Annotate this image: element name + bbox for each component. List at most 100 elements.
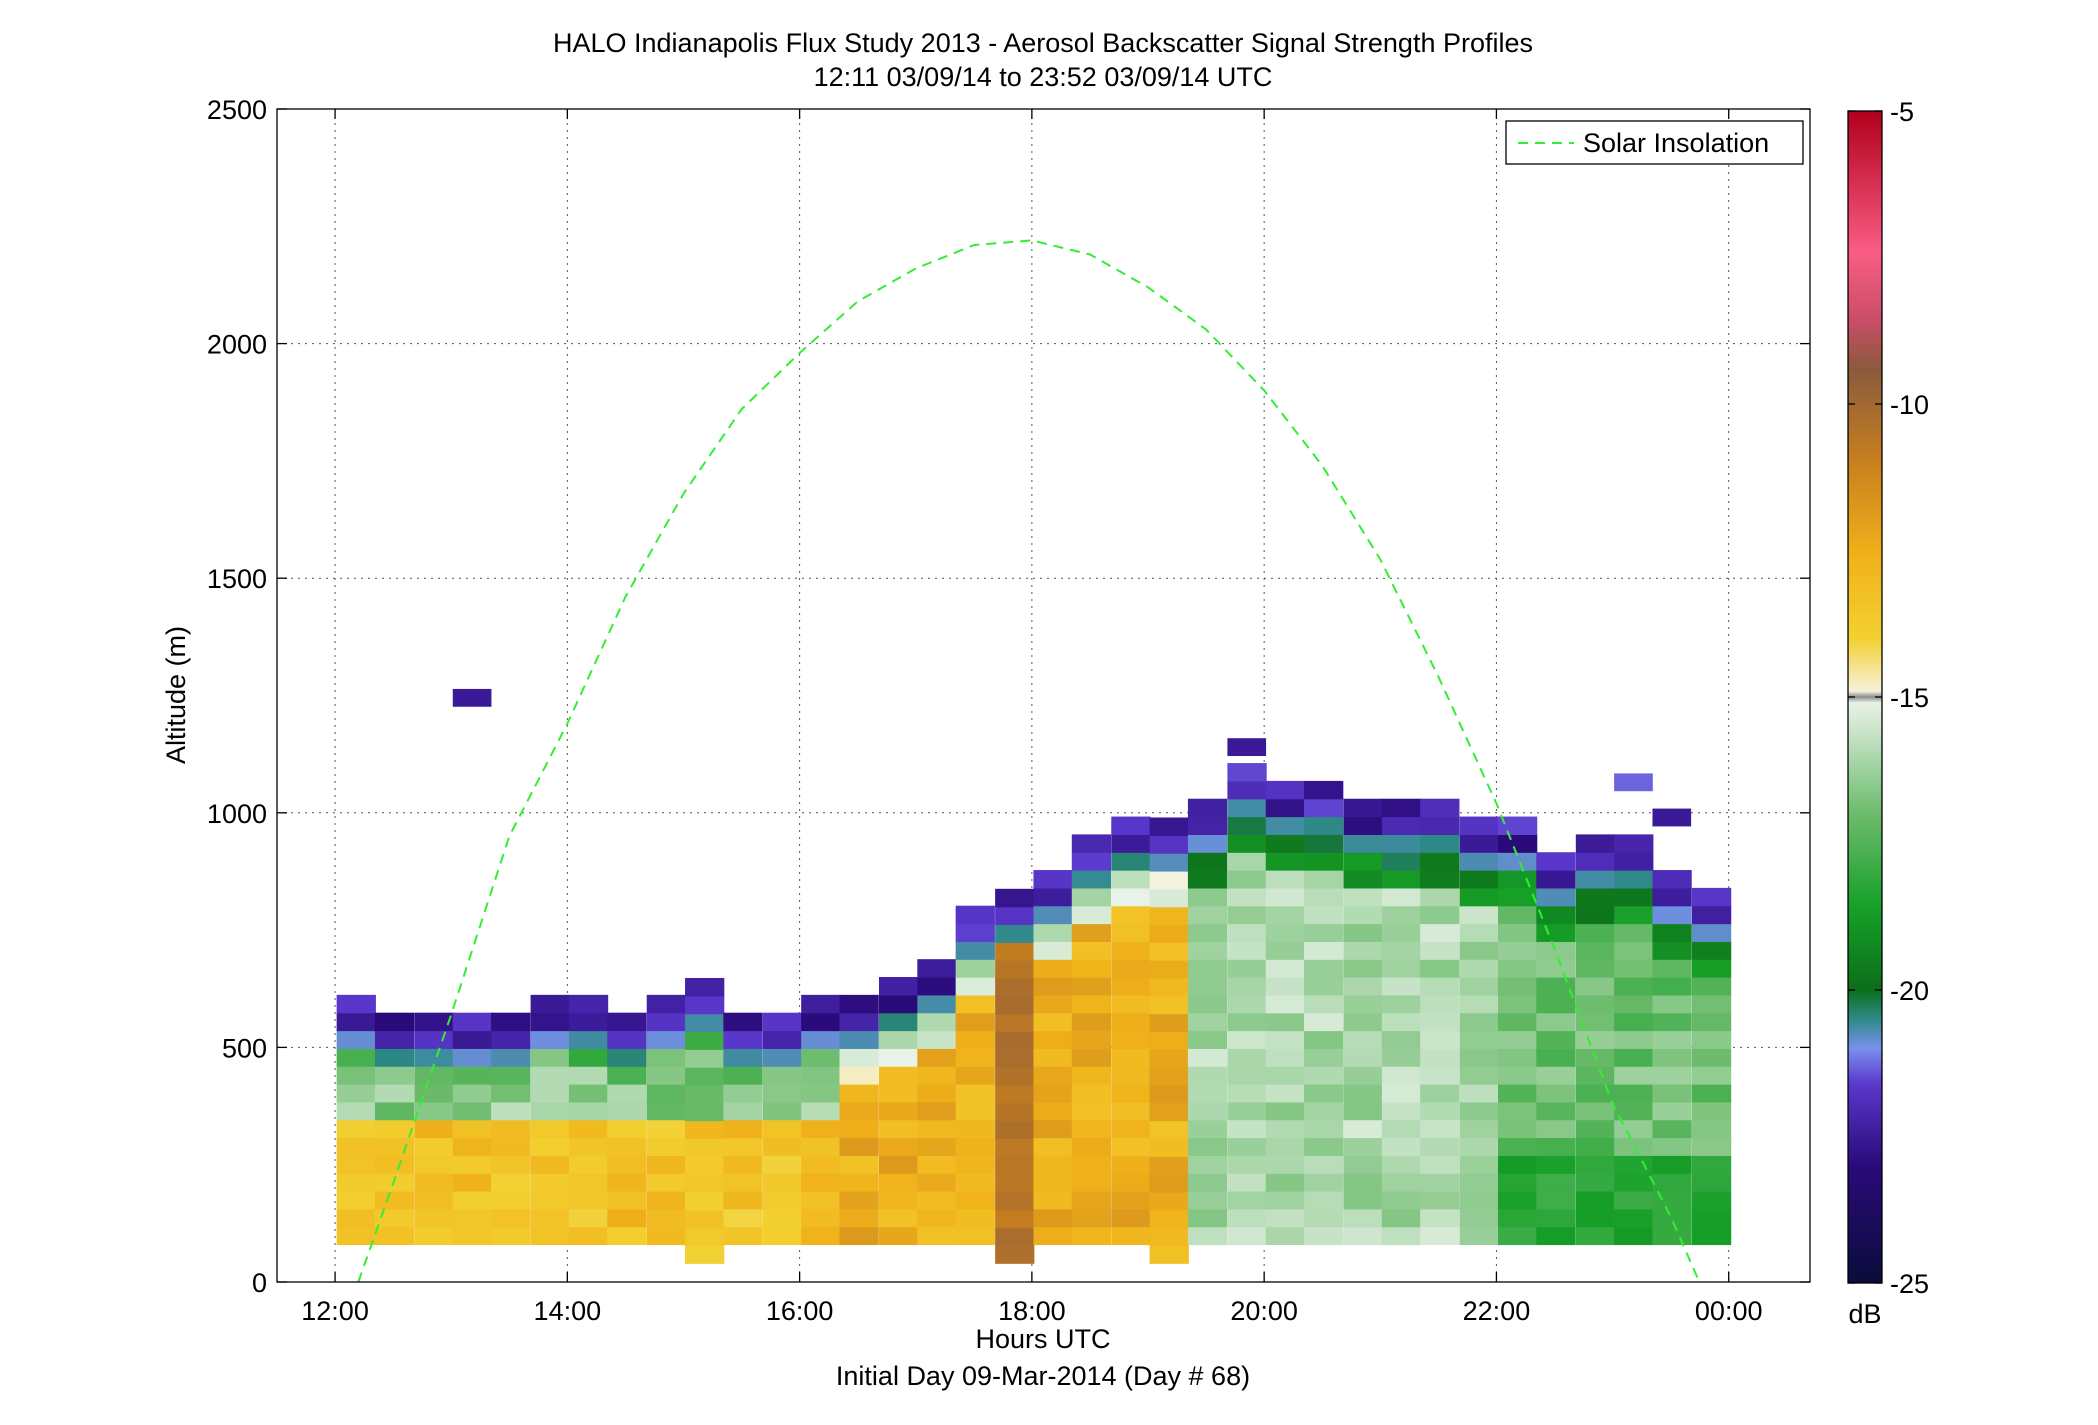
heatmap-cell (1575, 923, 1616, 942)
heatmap-cell (1071, 887, 1112, 907)
heatmap-cell (1614, 1155, 1654, 1174)
heatmap-cell (723, 1048, 763, 1067)
heatmap-cell (1304, 1208, 1344, 1228)
heatmap-cell (646, 1155, 686, 1174)
heatmap-cell (917, 959, 957, 978)
heatmap-cell (1614, 905, 1654, 925)
heatmap-cell (1227, 1012, 1267, 1032)
heatmap-cell (1420, 1048, 1460, 1067)
heatmap-cell (1691, 887, 1732, 907)
heatmap-cell (414, 1012, 454, 1032)
heatmap-cell (1033, 1119, 1073, 1139)
heatmap-cell (917, 1066, 957, 1085)
heatmap-cell (1187, 905, 1228, 925)
heatmap-cell (839, 1173, 879, 1192)
heatmap-cell (1343, 798, 1383, 818)
heatmap-cell (1420, 1030, 1460, 1049)
heatmap-cell (1536, 1101, 1576, 1121)
heatmap-cell (1420, 923, 1460, 942)
heatmap-cell (1265, 1226, 1306, 1246)
heatmap-cell (878, 1173, 919, 1192)
heatmap-cell (1149, 835, 1189, 854)
heatmap-cell (1575, 1083, 1616, 1103)
x-tick-label: 12:00 (301, 1296, 369, 1326)
heatmap-cell (1381, 1226, 1422, 1246)
heatmap-cell (1420, 1208, 1460, 1228)
heatmap-cell (530, 1030, 570, 1049)
heatmap-cell (336, 1101, 376, 1121)
heatmap-cell (1691, 959, 1732, 978)
heatmap-cell (1459, 834, 1499, 853)
heatmap-cell (1497, 923, 1538, 942)
heatmap-cell (414, 1173, 454, 1192)
heatmap-cell (1420, 977, 1460, 996)
heatmap-cell (1187, 887, 1228, 907)
heatmap-cell (1652, 941, 1692, 960)
heatmap-cell (1420, 959, 1460, 978)
heatmap-cell (1381, 1137, 1422, 1156)
heatmap-cell (1149, 853, 1189, 872)
heatmap-cell (1459, 1048, 1499, 1067)
heatmap-cell (917, 1173, 957, 1192)
heatmap-cell (955, 1208, 995, 1228)
heatmap-cell (762, 1137, 803, 1156)
heatmap-cell (607, 1048, 647, 1067)
legend-entry-solar-insolation: Solar Insolation (1583, 128, 1769, 158)
heatmap-cell (1420, 1101, 1460, 1121)
heatmap-cell (1381, 1030, 1422, 1049)
heatmap-cell (995, 995, 1035, 1015)
heatmap-cell (1033, 1226, 1073, 1246)
heatmap-cell (1304, 780, 1344, 800)
heatmap-cell (1614, 1173, 1654, 1192)
heatmap-cell (801, 1101, 841, 1121)
heatmap-cell (685, 1245, 725, 1264)
heatmap-cell (1265, 959, 1306, 978)
heatmap-cell (917, 1083, 957, 1103)
heatmap-cell (374, 1048, 415, 1067)
heatmap-cell (1536, 1066, 1576, 1085)
heatmap-cell (1381, 941, 1422, 960)
heatmap-cell (607, 1030, 647, 1049)
heatmap-cell (1071, 852, 1112, 871)
heatmap-cell (1111, 1048, 1151, 1067)
heatmap-cell (530, 1083, 570, 1103)
heatmap-cell (839, 1226, 879, 1246)
heatmap-cell (491, 1101, 531, 1121)
heatmap-cell (1536, 977, 1576, 996)
heatmap-cell (1652, 923, 1692, 942)
heatmap-cell (1343, 1208, 1383, 1228)
heatmap-cell (1304, 977, 1344, 996)
heatmap-cell (646, 1190, 686, 1210)
heatmap-cell (1033, 923, 1073, 942)
heatmap-cell (1149, 942, 1189, 961)
heatmap-cell (685, 1084, 725, 1104)
heatmap-cell (878, 1190, 919, 1210)
heatmap-cell (1149, 1156, 1189, 1175)
heatmap-cell (1691, 1226, 1732, 1246)
heatmap-cell (995, 960, 1035, 979)
heatmap-cell (336, 1119, 376, 1139)
heatmap-cell (1575, 852, 1616, 871)
heatmap-cell (1575, 959, 1616, 978)
heatmap-cell (1459, 1226, 1499, 1246)
heatmap-cell (995, 1102, 1035, 1122)
heatmap-cell (1691, 1137, 1732, 1156)
heatmap-cell (1149, 1227, 1189, 1247)
heatmap-cell (607, 1155, 647, 1174)
heatmap-cell (568, 994, 609, 1014)
heatmap-cell (685, 1102, 725, 1122)
heatmap-cell (1265, 852, 1306, 871)
heatmap-cell (646, 1173, 686, 1192)
heatmap-cell (1575, 1012, 1616, 1032)
heatmap-cell (685, 1138, 725, 1157)
heatmap-cell (1265, 1208, 1306, 1228)
heatmap-cell (955, 1190, 995, 1210)
heatmap-cell (1265, 780, 1306, 800)
heatmap-cell (452, 1226, 493, 1246)
heatmap-cell (374, 1173, 415, 1192)
heatmap-cell (336, 1012, 376, 1032)
heatmap-cell (1652, 870, 1692, 889)
heatmap-cell (568, 1083, 609, 1103)
heatmap-cell (685, 1227, 725, 1247)
heatmap-cell (1265, 1190, 1306, 1210)
